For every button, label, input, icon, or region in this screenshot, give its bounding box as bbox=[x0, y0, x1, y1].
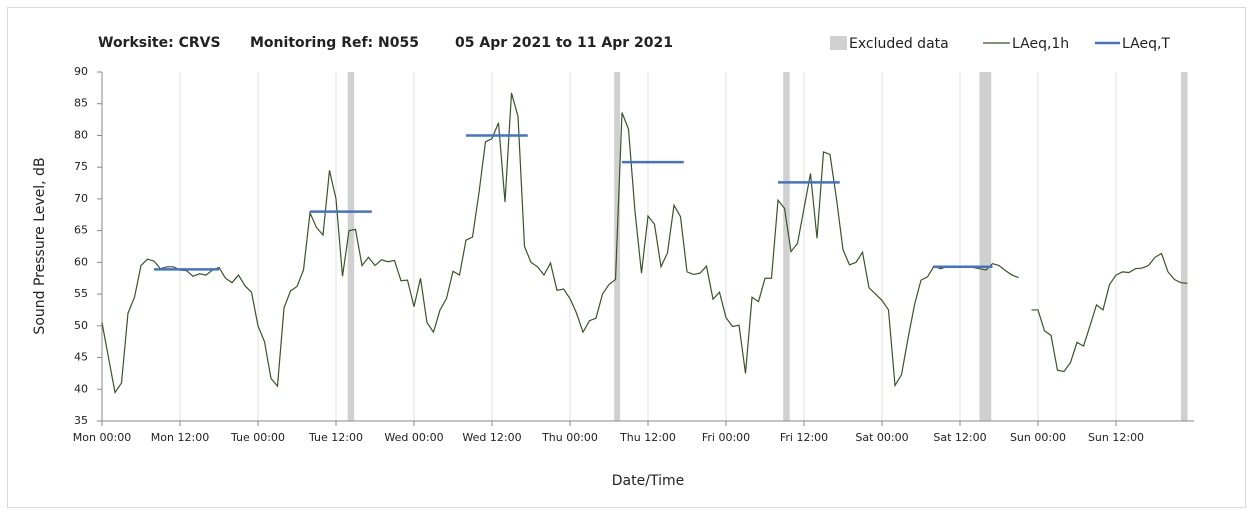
y-tick-label: 50 bbox=[74, 319, 88, 332]
chart-title: Worksite: CRVS bbox=[98, 35, 221, 51]
x-tick-label: Wed 00:00 bbox=[384, 431, 443, 444]
chart-title: 05 Apr 2021 to 11 Apr 2021 bbox=[455, 35, 673, 51]
x-axis-label: Date/Time bbox=[612, 473, 684, 489]
excluded-band bbox=[979, 72, 992, 421]
excluded-band bbox=[347, 72, 355, 421]
y-tick-label: 55 bbox=[74, 287, 88, 300]
x-tick-label: Wed 12:00 bbox=[462, 431, 521, 444]
x-tick-label: Tue 12:00 bbox=[308, 431, 363, 444]
y-tick-label: 75 bbox=[74, 160, 88, 173]
legend-label: LAeq,1h bbox=[1012, 36, 1069, 52]
y-axis-label: Sound Pressure Level, dB bbox=[32, 157, 48, 334]
x-tick-label: Mon 12:00 bbox=[151, 431, 209, 444]
excluded-band bbox=[1181, 72, 1188, 421]
x-tick-label: Fri 00:00 bbox=[702, 431, 750, 444]
x-tick-label: Fri 12:00 bbox=[780, 431, 828, 444]
x-tick-label: Sat 00:00 bbox=[855, 431, 908, 444]
y-tick-label: 90 bbox=[74, 65, 88, 78]
y-tick-label: 70 bbox=[74, 192, 88, 205]
x-tick-label: Mon 00:00 bbox=[73, 431, 131, 444]
x-tick-label: Sun 00:00 bbox=[1010, 431, 1066, 444]
y-tick-label: 65 bbox=[74, 224, 88, 237]
x-tick-label: Tue 00:00 bbox=[230, 431, 285, 444]
y-tick-label: 80 bbox=[74, 128, 88, 141]
x-tick-label: Thu 12:00 bbox=[619, 431, 676, 444]
legend-label: LAeq,T bbox=[1122, 36, 1170, 52]
chart-border bbox=[7, 7, 1246, 508]
chart-title: Monitoring Ref: N055 bbox=[250, 35, 419, 51]
y-tick-label: 35 bbox=[74, 414, 88, 427]
legend-swatch bbox=[830, 36, 847, 50]
y-tick-label: 40 bbox=[74, 382, 88, 395]
y-tick-label: 60 bbox=[74, 255, 88, 268]
y-tick-label: 85 bbox=[74, 97, 88, 110]
data-line bbox=[101, 92, 1188, 394]
x-tick-label: Thu 00:00 bbox=[541, 431, 598, 444]
x-tick-label: Sat 12:00 bbox=[933, 431, 986, 444]
x-tick-label: Sun 12:00 bbox=[1088, 431, 1144, 444]
excluded-band bbox=[783, 72, 790, 421]
legend-label: Excluded data bbox=[849, 36, 949, 52]
y-tick-label: 45 bbox=[74, 351, 88, 364]
